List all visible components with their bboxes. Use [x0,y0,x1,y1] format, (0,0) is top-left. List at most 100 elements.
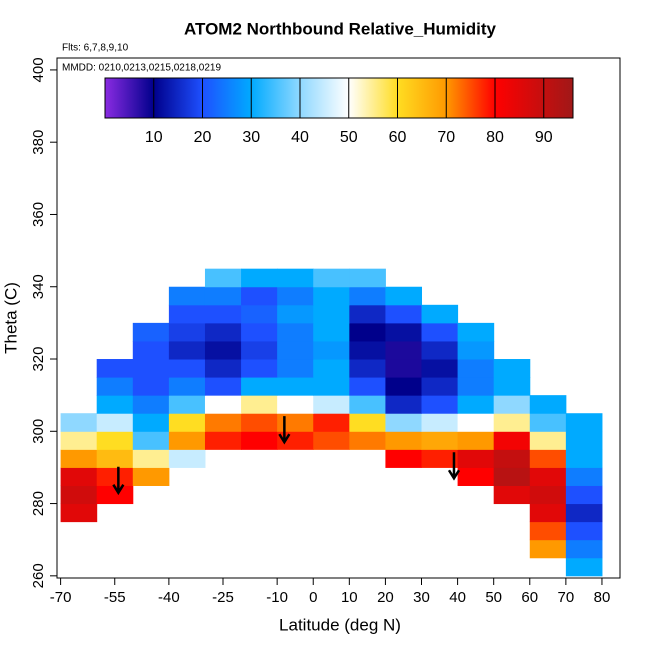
heat-cell [457,377,495,396]
heat-cell [168,431,206,450]
plot-frame [56,57,621,579]
heat-cell [241,304,278,324]
heat-cell [493,395,531,414]
heat-cell [313,304,350,324]
heat-cell [493,431,531,450]
heat-cell [132,322,170,342]
heat-cell [132,413,170,432]
colorbar-tick-label: 10 [145,129,163,146]
y-tick-label: 260 [30,563,47,588]
heat-cell [385,395,423,414]
x-tick-label: 60 [521,589,538,606]
heat-cell [349,304,386,324]
x-tick-label: -10 [266,589,288,606]
heat-cell [529,413,567,432]
heat-cell [60,413,98,432]
heat-cell [313,395,350,414]
heat-cell [96,377,134,396]
x-tick-label: 50 [485,589,502,606]
heat-cell [421,377,459,396]
heat-cell [204,395,242,414]
heat-cell [96,413,134,432]
heat-cell [493,359,531,378]
colorbar-tick-label: 30 [242,129,260,146]
heat-cell [457,322,495,342]
heat-cell [349,286,386,306]
heat-cell [313,340,350,360]
heat-cell [168,395,206,414]
x-tick-label: 80 [594,589,611,606]
heat-cell [60,431,98,450]
heat-cell [204,413,242,432]
heat-cell [241,268,278,288]
heat-cell [132,395,170,414]
heat-cell [529,467,567,486]
x-tick-label: -25 [212,589,234,606]
heat-cell [421,359,459,378]
heat-cell [529,521,567,541]
heat-cell [313,286,350,306]
heat-cell [349,359,386,378]
x-tick-label: 70 [558,589,575,606]
x-tick-label: 10 [341,589,358,606]
heat-cell [529,539,567,559]
heat-cell [421,431,459,450]
heat-cell [96,467,134,486]
heat-cell [132,431,170,450]
heat-cell [168,449,206,468]
heat-cell [385,340,423,360]
colorbar-tick-label: 90 [535,129,553,146]
heat-cell [349,395,386,414]
heat-cell [277,268,314,288]
x-tick-label: 40 [449,589,466,606]
heat-cell [241,322,278,342]
colorbar-tick-label: 80 [486,129,504,146]
heat-cell [96,395,134,414]
heat-cell [313,431,350,450]
heat-cell [565,503,603,523]
heat-cell [349,413,386,432]
heat-cell [277,286,314,306]
heat-cell [241,395,278,414]
heat-cell [529,449,567,468]
heat-cell [241,359,278,378]
heat-cell [457,340,495,360]
heat-cell [421,304,459,324]
heat-cell [385,304,423,324]
y-tick-label: 380 [30,130,47,155]
colorbar-tick-label: 60 [389,129,407,146]
heat-cell [565,467,603,486]
x-tick-label: -55 [104,589,126,606]
heat-cell [204,304,242,324]
heat-cell [565,521,603,541]
x-axis-title: Latitude (deg N) [279,615,401,634]
heat-cell [349,322,386,342]
heat-cell [493,413,531,432]
heat-cell [565,431,603,450]
x-tick-label: 0 [309,589,317,606]
colorbar [104,77,574,119]
heat-cell [60,467,98,486]
heat-cell [168,377,206,396]
heat-cell [96,485,134,505]
heat-cell [241,377,278,396]
heat-cell [421,395,459,414]
heat-cell [204,286,242,306]
heat-cell [493,485,531,505]
x-tick-label: -40 [158,589,180,606]
heat-cell [277,322,314,342]
heat-cell [241,413,278,432]
heat-cell [385,431,423,450]
heat-cell [241,286,278,306]
heat-cell [349,268,386,288]
heat-cell [277,431,314,450]
heat-cell [60,503,98,523]
heat-cell [349,340,386,360]
heat-cell [241,340,278,360]
heat-cell [277,413,314,432]
colorbar-tick-label: 70 [437,129,455,146]
heat-cell [529,485,567,505]
heat-cell [204,431,242,450]
heat-cell [277,395,314,414]
heat-cell [421,449,459,468]
